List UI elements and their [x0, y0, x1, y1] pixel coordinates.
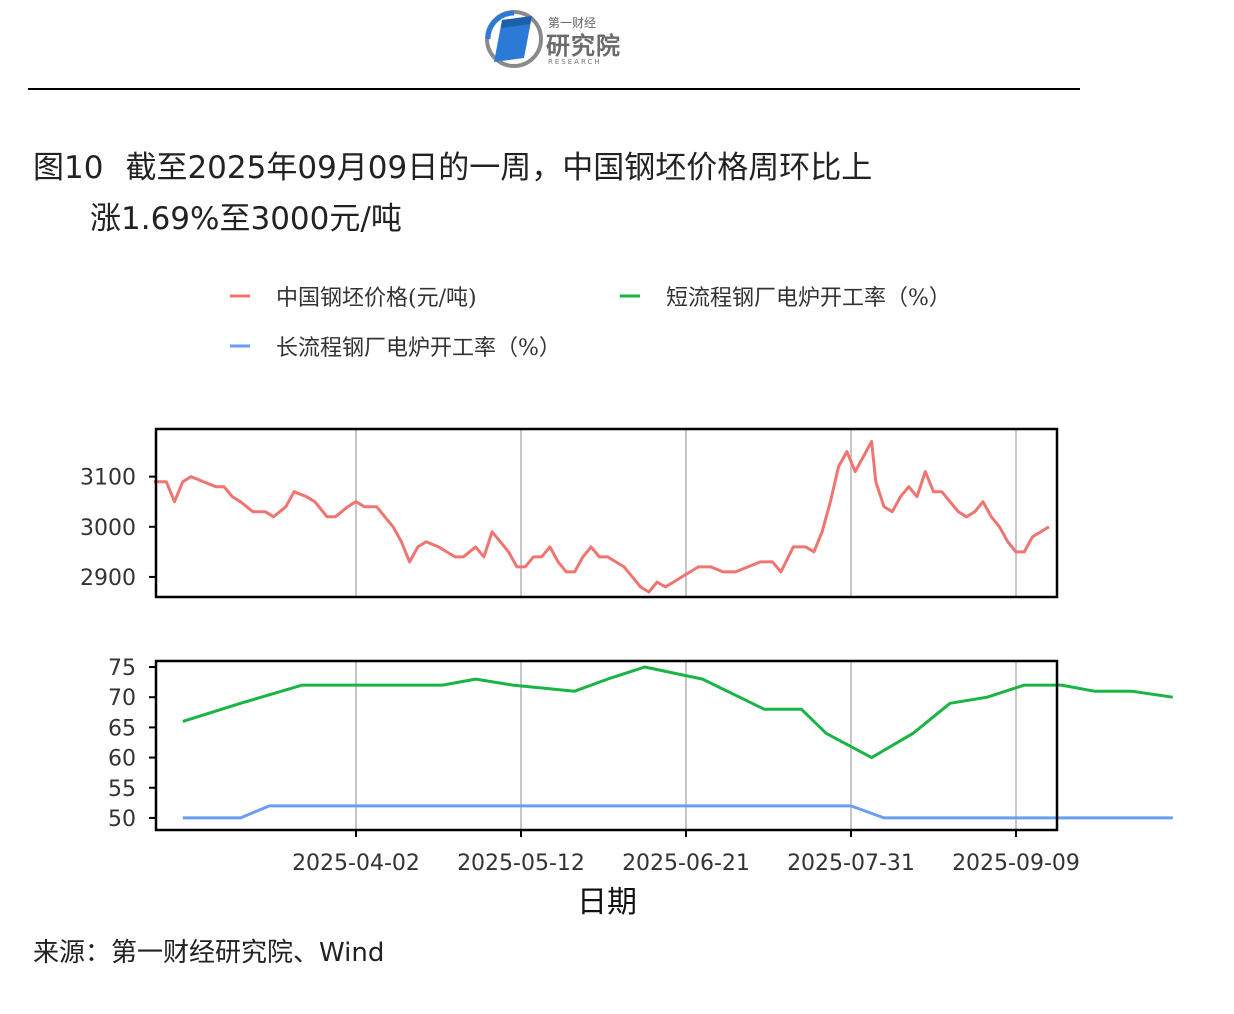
- x-tick-label-1: 2025-05-12: [457, 851, 585, 876]
- figure-title-line2: 涨1.69%至3000元/吨: [90, 201, 402, 237]
- panel0-ytick-label-2: 3100: [80, 466, 136, 491]
- source-note: 来源：第一财经研究院、Wind: [33, 938, 385, 968]
- x-tick-label-2: 2025-06-21: [622, 851, 750, 876]
- logo-book-icon: [485, 10, 543, 68]
- x-axis-title: 日期: [577, 885, 637, 920]
- panel1-ytick-label-1: 55: [108, 777, 136, 802]
- panel1-series-line-1: [182, 804, 1173, 820]
- logo-big-text: 研究院: [546, 32, 621, 60]
- panel0-ytick-label-1: 3000: [80, 516, 136, 541]
- logo-small-text: 第一财经: [548, 16, 597, 30]
- panel1-frame: [154, 659, 1059, 832]
- panel0-series-line-0: [153, 440, 1050, 594]
- panel1-ytick-label-4: 70: [108, 686, 136, 711]
- header-divider: [28, 88, 1080, 90]
- legend-label-1: 短流程钢厂电炉开工率（%）: [666, 286, 951, 311]
- figure-title-line1: 图10 截至2025年09月09日的一周，中国钢坯价格周环比上: [33, 142, 872, 187]
- x-tick-label-3: 2025-07-31: [787, 851, 915, 876]
- x-tick-label-0: 2025-04-02: [292, 851, 420, 876]
- panel0-frame: [154, 427, 1059, 599]
- panel1-series-line-0: [182, 665, 1174, 760]
- panel0-ytick-label-0: 2900: [80, 566, 136, 591]
- panel1-ytick-label-5: 75: [108, 656, 136, 681]
- panel1-ytick-label-0: 50: [108, 807, 136, 832]
- figure-number: 图10: [33, 150, 104, 186]
- x-tick-label-4: 2025-09-09: [952, 851, 1080, 876]
- panel1-ytick-label-3: 65: [108, 716, 136, 741]
- panel1-ytick-label-2: 60: [108, 747, 136, 772]
- figure-title-text: 截至2025年09月09日的一周，中国钢坯价格周环比上: [125, 150, 873, 186]
- legend-label-2: 长流程钢厂电炉开工率（%）: [276, 336, 561, 361]
- logo-tiny-text: RESEARCH: [548, 58, 602, 66]
- legend-label-0: 中国钢坯价格(元/吨): [276, 286, 477, 311]
- logo: 第一财经 研究院 RESEARCH: [484, 6, 644, 72]
